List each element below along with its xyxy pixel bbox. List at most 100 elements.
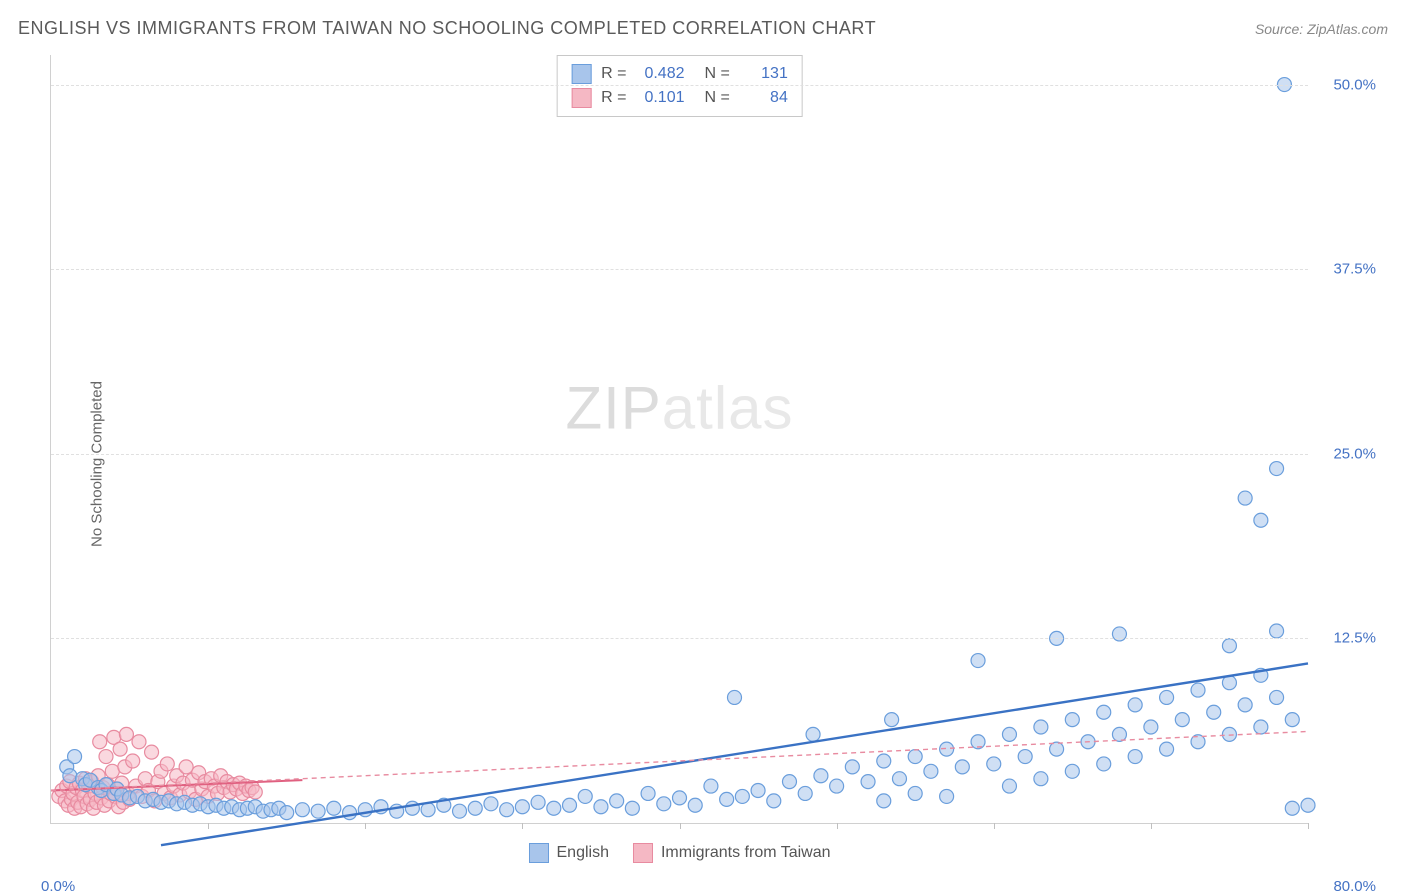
correlation-stats-box: R = 0.482 N = 131 R = 0.101 N = 84 <box>556 55 803 117</box>
legend-item-taiwan: Immigrants from Taiwan <box>633 843 831 863</box>
data-point <box>727 690 741 704</box>
source-label: Source: <box>1255 21 1303 37</box>
legend-swatch-taiwan <box>633 843 653 863</box>
data-point <box>327 801 341 815</box>
data-point <box>1034 720 1048 734</box>
data-point <box>531 795 545 809</box>
bottom-legend: English Immigrants from Taiwan <box>528 843 830 863</box>
data-point <box>1065 713 1079 727</box>
data-point <box>987 757 1001 771</box>
data-point <box>1175 713 1189 727</box>
data-point <box>1128 698 1142 712</box>
n-label: N = <box>705 89 730 107</box>
data-point <box>657 797 671 811</box>
source-attribution: Source: ZipAtlas.com <box>1255 21 1388 37</box>
data-point <box>105 764 119 778</box>
x-tick <box>365 823 366 829</box>
data-point <box>93 735 107 749</box>
data-point <box>132 735 146 749</box>
r-value-english: 0.482 <box>637 65 685 83</box>
x-tick <box>680 823 681 829</box>
data-point <box>971 654 985 668</box>
stats-row-english: R = 0.482 N = 131 <box>571 62 788 86</box>
data-point <box>625 801 639 815</box>
legend-label-english: English <box>556 844 608 862</box>
data-point <box>500 803 514 817</box>
data-point <box>68 750 82 764</box>
y-tick-label: 50.0% <box>1333 76 1376 93</box>
data-point <box>1222 727 1236 741</box>
y-tick-label: 37.5% <box>1333 261 1376 278</box>
legend-label-taiwan: Immigrants from Taiwan <box>661 844 831 862</box>
data-point <box>160 757 174 771</box>
chart-container: No Schooling Completed ZIPatlas R = 0.48… <box>50 55 1388 872</box>
data-point <box>1160 742 1174 756</box>
data-point <box>767 794 781 808</box>
data-point <box>735 789 749 803</box>
gridline <box>51 269 1308 270</box>
data-point <box>924 764 938 778</box>
data-point <box>892 772 906 786</box>
r-value-taiwan: 0.101 <box>637 89 685 107</box>
chart-title: ENGLISH VS IMMIGRANTS FROM TAIWAN NO SCH… <box>18 18 876 39</box>
gridline <box>51 454 1308 455</box>
data-point <box>673 791 687 805</box>
data-point <box>126 754 140 768</box>
data-point <box>99 750 113 764</box>
x-tick <box>522 823 523 829</box>
data-point <box>1238 491 1252 505</box>
y-tick-label: 25.0% <box>1333 445 1376 462</box>
x-tick <box>208 823 209 829</box>
source-value: ZipAtlas.com <box>1307 21 1388 37</box>
data-point <box>1285 713 1299 727</box>
gridline <box>51 638 1308 639</box>
data-point <box>877 794 891 808</box>
x-origin-label: 0.0% <box>41 878 75 895</box>
data-point <box>1254 720 1268 734</box>
data-point <box>547 801 561 815</box>
data-point <box>1097 757 1111 771</box>
x-tick <box>994 823 995 829</box>
data-point <box>145 745 159 759</box>
data-point <box>688 798 702 812</box>
data-point <box>877 754 891 768</box>
data-point <box>280 806 294 820</box>
data-point <box>405 801 419 815</box>
data-point <box>955 760 969 774</box>
swatch-taiwan <box>571 88 591 108</box>
data-point <box>179 760 193 774</box>
x-max-label: 80.0% <box>1333 878 1376 895</box>
data-point <box>1160 690 1174 704</box>
n-value-taiwan: 84 <box>740 89 788 107</box>
data-point <box>1144 720 1158 734</box>
data-point <box>594 800 608 814</box>
data-point <box>515 800 529 814</box>
data-point <box>1002 779 1016 793</box>
gridline <box>51 85 1308 86</box>
x-tick <box>1151 823 1152 829</box>
data-point <box>908 750 922 764</box>
data-point <box>830 779 844 793</box>
data-point <box>720 792 734 806</box>
data-point <box>610 794 624 808</box>
data-point <box>248 785 262 799</box>
data-point <box>1222 639 1236 653</box>
data-point <box>1270 624 1284 638</box>
data-point <box>1065 764 1079 778</box>
data-point <box>845 760 859 774</box>
data-point <box>814 769 828 783</box>
data-point <box>63 769 77 783</box>
swatch-english <box>571 64 591 84</box>
legend-item-english: English <box>528 843 608 863</box>
data-point <box>1254 513 1268 527</box>
data-point <box>940 789 954 803</box>
data-point <box>782 775 796 789</box>
data-point <box>1238 698 1252 712</box>
data-point <box>1128 750 1142 764</box>
data-point <box>704 779 718 793</box>
data-point <box>1002 727 1016 741</box>
data-point <box>1112 727 1126 741</box>
r-label: R = <box>601 89 626 107</box>
data-point <box>1285 801 1299 815</box>
data-point <box>1270 690 1284 704</box>
